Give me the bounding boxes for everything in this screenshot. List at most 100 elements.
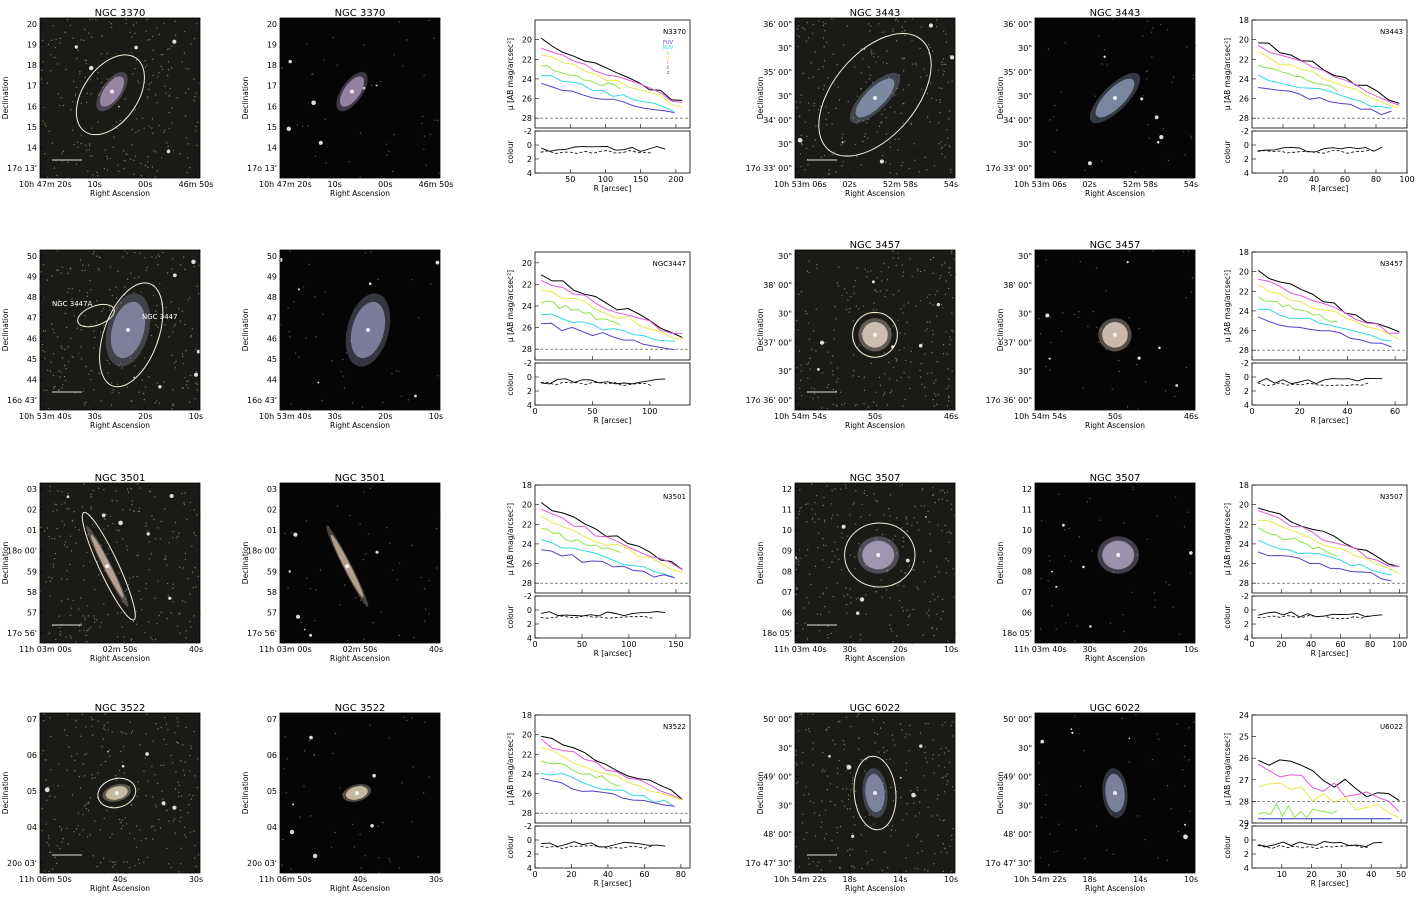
dec-tick-label: 47	[27, 314, 37, 323]
dec-tick-label: 20o 03'	[7, 859, 37, 868]
dec-axis-label: Declination	[996, 309, 1005, 352]
mu-tick-label: 22	[1239, 287, 1249, 296]
dec-tick-label: 45	[267, 355, 277, 364]
radius-tick-label: 100	[1399, 175, 1414, 184]
ra-axis-label: Right Ascension	[330, 421, 390, 430]
dec-tick-label: 50' 00"	[763, 715, 792, 724]
dec-tick-label: 06	[1022, 608, 1032, 617]
profile-curve	[1257, 539, 1392, 576]
field-star	[905, 558, 910, 563]
profile-curve	[541, 47, 683, 103]
profile-curve	[1258, 316, 1392, 348]
colour-curve	[1258, 146, 1383, 153]
dec-tick-label: 35' 00"	[763, 68, 792, 77]
sky-image-panel: UGC 6022 10h 54m 22s 18s 14s 10s Right Ascens…	[986, 703, 1199, 893]
sb-plot-frame	[534, 251, 691, 361]
colour-tick-label: 0	[527, 141, 532, 150]
dec-tick-label: 44	[27, 375, 37, 384]
ra-tick-label: 11h 03m 40s	[774, 645, 827, 654]
dec-tick-label: 37' 00"	[1003, 338, 1032, 347]
field-star	[66, 495, 70, 499]
ra-tick-label: 11h 03m 00s	[19, 645, 72, 654]
field-star	[919, 744, 923, 748]
field-star	[288, 570, 291, 573]
dec-tick-label: 30"	[1018, 252, 1032, 261]
field-star	[121, 764, 125, 768]
ra-tick-label: 52m 58s	[1123, 180, 1158, 189]
radius-tick-label: 20	[1307, 870, 1317, 879]
mu-tick-label: 24	[1239, 307, 1249, 316]
colour-curve	[1258, 611, 1383, 618]
radius-tick-label: 150	[668, 640, 683, 649]
colour-tick-label: -2	[1241, 822, 1249, 831]
mu-tick-label: 26	[1239, 560, 1249, 569]
dec-tick-label: 20	[267, 20, 277, 29]
dec-tick-label: 19	[267, 41, 277, 50]
field-star	[362, 86, 366, 90]
dec-axis-label: Declination	[1, 309, 10, 352]
dec-tick-label: 36' 00"	[1003, 20, 1032, 29]
mu-tick-label: 20	[522, 501, 532, 510]
image-title: NGC 3443	[1090, 8, 1141, 19]
galaxy-group: NGC 3457 10h 54m 54s 50s 46s Right Ascension…	[746, 240, 1408, 430]
dec-tick-label: 10	[1022, 526, 1032, 535]
aperture-ellipse	[97, 777, 137, 809]
profile-curve	[541, 747, 683, 801]
dec-axis-label: Declination	[996, 542, 1005, 585]
profile-curve	[1258, 308, 1392, 342]
profile-curve	[1258, 278, 1400, 334]
radius-tick-label: 30	[1336, 870, 1346, 879]
dec-tick-label: 35' 00"	[1003, 68, 1032, 77]
field-star	[828, 754, 831, 758]
mu-tick-label: 18	[1239, 248, 1249, 257]
field-star	[1159, 135, 1164, 140]
colour-curve	[1258, 841, 1383, 848]
image-title: NGC 3522	[95, 703, 146, 714]
field-star	[928, 23, 934, 28]
ra-tick-label: 52m 58s	[883, 180, 918, 189]
field-star	[296, 614, 300, 619]
profile-curve	[541, 508, 683, 571]
legend-entry: i	[667, 65, 668, 71]
colour-curve-dashed	[1257, 614, 1370, 620]
radius-tick-label: 100	[598, 175, 613, 184]
dec-tick-label: 30"	[1018, 744, 1032, 753]
colour-tick-label: -2	[524, 822, 532, 831]
ra-tick-label: 30s	[87, 412, 101, 421]
radius-axis-label: R [arcsec]	[594, 416, 632, 425]
field-star	[107, 750, 109, 753]
field-star	[288, 59, 292, 64]
dec-tick-label: 30"	[778, 252, 792, 261]
legend-entry: r	[667, 60, 670, 66]
colour-axis-label: colour	[1223, 371, 1232, 395]
galaxy-nucleus	[873, 332, 877, 337]
field-star	[794, 556, 797, 560]
colour-axis-label: colour	[506, 834, 515, 858]
ra-tick-label: 30s	[1082, 645, 1096, 654]
field-star	[372, 773, 376, 778]
galaxy-nucleus	[876, 553, 881, 557]
dec-tick-label: 17o 33' 00"	[986, 164, 1032, 173]
mu-tick-label: 28	[522, 345, 532, 354]
sb-plot-frame	[534, 714, 691, 824]
mu-axis-label: μ [AB mag/arcsec²]	[506, 733, 515, 805]
colour-axis-label: colour	[1223, 604, 1232, 628]
dec-tick-label: 09	[1022, 547, 1032, 556]
dec-tick-label: 16o 43'	[247, 396, 277, 405]
ra-tick-label: 30s	[327, 412, 341, 421]
colour-tick-label: 2	[527, 850, 532, 859]
image-title: UGC 6022	[850, 703, 901, 714]
field-star	[1045, 313, 1050, 318]
colour-tick-label: 2	[527, 387, 532, 396]
dec-tick-label: 17o 47' 30"	[986, 859, 1032, 868]
field-star	[292, 803, 295, 806]
ra-axis-label: Right Ascension	[845, 884, 905, 893]
sky-image-background	[280, 18, 440, 178]
field-star	[1175, 384, 1179, 387]
dec-tick-label: 34' 00"	[1003, 116, 1032, 125]
dec-tick-label: 06	[782, 608, 792, 617]
ra-tick-label: 11h 06m 50s	[19, 875, 72, 884]
colour-tick-label: 0	[1244, 141, 1249, 150]
mu-tick-label: 25	[1239, 733, 1249, 742]
dec-tick-label: 48' 00"	[1003, 830, 1032, 839]
